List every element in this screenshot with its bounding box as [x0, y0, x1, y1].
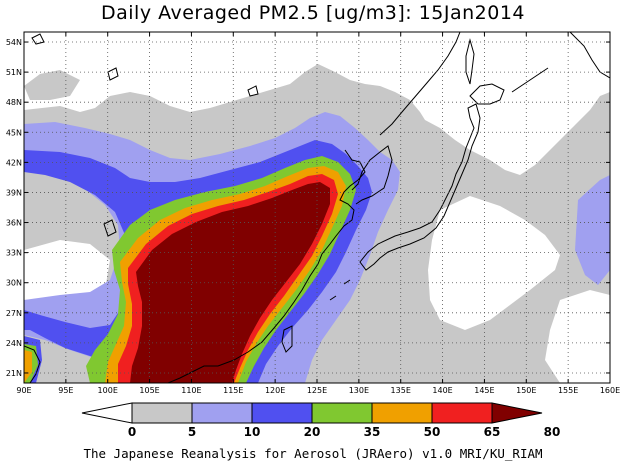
- lon-label-90E: 90E: [16, 386, 31, 395]
- colorbar-label-20: 20: [304, 425, 321, 439]
- lat-label-45N: 45N: [6, 128, 22, 137]
- lat-label-24N: 24N: [6, 339, 22, 348]
- hokkaido-coastline: [469, 83, 505, 105]
- kamchatka-coastline: [569, 32, 610, 79]
- lon-label-145E: 145E: [474, 386, 494, 395]
- pm25-clean-area-southeast: [545, 290, 610, 383]
- lat-label-30N: 30N: [6, 279, 22, 288]
- concentration-field: [24, 32, 610, 383]
- lat-label-51N: 51N: [6, 68, 22, 77]
- coastlines: [24, 32, 610, 383]
- pm25-patch-10-20-east: [575, 175, 610, 285]
- lat-label-48N: 48N: [6, 98, 22, 107]
- lon-label-155E: 155E: [558, 386, 578, 395]
- lat-label-21N: 21N: [6, 369, 22, 378]
- colorbar-label-65: 65: [484, 425, 501, 439]
- pm25-strip-50-65-west: [24, 350, 32, 383]
- ryukyu-islands: [329, 279, 351, 301]
- map-title: Daily Averaged PM2.5 [ug/m3]: 15Jan2014: [100, 2, 526, 24]
- colorbar-label-35: 35: [364, 425, 381, 439]
- lat-label-36N: 36N: [6, 219, 22, 228]
- japan-coastline: [359, 103, 481, 271]
- lon-label-150E: 150E: [516, 386, 536, 395]
- lon-label-105E: 105E: [139, 386, 159, 395]
- colorbar-segment-5: [371, 402, 433, 424]
- colorbar-segment-1: [131, 402, 193, 424]
- colorbar-segment-6: [431, 402, 493, 424]
- lon-label-110E: 110E: [181, 386, 201, 395]
- kuril-islands: [511, 67, 549, 93]
- lat-label-39N: 39N: [6, 188, 22, 197]
- colorbar-label-10: 10: [244, 425, 261, 439]
- axis-ticks: [23, 32, 611, 383]
- lon-label-120E: 120E: [265, 386, 285, 395]
- lon-label-160E: 160E: [600, 386, 620, 395]
- lake-baikal: [107, 67, 119, 81]
- lake-small-3: [103, 219, 117, 237]
- latitude-labels: 21N 24N 27N 30N 33N 36N 39N 42N 45N 48N 51N 54N: [6, 38, 22, 378]
- colorbar-segment-4: [311, 402, 373, 424]
- china-coastline: [167, 149, 366, 383]
- pm25-clean-area-east: [428, 196, 560, 330]
- lat-label-42N: 42N: [6, 158, 22, 167]
- lon-label-140E: 140E: [432, 386, 452, 395]
- pm25-contour-above-80: [130, 182, 330, 383]
- korea-coastline: [351, 145, 393, 205]
- lon-label-115E: 115E: [223, 386, 243, 395]
- colorbar-label-5: 5: [188, 425, 196, 439]
- lon-label-125E: 125E: [307, 386, 327, 395]
- taiwan-coastline: [281, 325, 293, 353]
- lat-label-54N: 54N: [6, 38, 22, 47]
- southeast-asia-coastline: [24, 345, 41, 383]
- russia-coastline: [379, 32, 461, 136]
- colorbar-segment-7: [491, 402, 543, 424]
- lat-label-33N: 33N: [6, 249, 22, 258]
- colorbar-label-80: 80: [544, 425, 561, 439]
- colorbar-label-50: 50: [424, 425, 441, 439]
- sakhalin-coastline: [465, 38, 475, 85]
- colorbar-label-0: 0: [128, 425, 136, 439]
- colorbar-segment-2: [191, 402, 253, 424]
- colorbar-segment-0: [81, 402, 133, 424]
- colorbar: 0 5 10 20 35 50 65 80: [81, 402, 561, 439]
- lon-label-130E: 130E: [349, 386, 369, 395]
- lat-label-27N: 27N: [6, 309, 22, 318]
- grid-lines: [24, 32, 610, 383]
- colorbar-segment-3: [251, 402, 313, 424]
- lon-label-100E: 100E: [98, 386, 118, 395]
- pm25-clean-area-west: [24, 240, 110, 300]
- lon-label-135E: 135E: [391, 386, 411, 395]
- credit-line: The Japanese Reanalysis for Aerosol (JRA…: [83, 446, 543, 461]
- lon-label-95E: 95E: [58, 386, 73, 395]
- lake-small-1: [247, 85, 259, 97]
- longitude-labels: 90E 95E 100E 105E 110E 115E 120E 125E 130E 135E 14…: [16, 386, 620, 395]
